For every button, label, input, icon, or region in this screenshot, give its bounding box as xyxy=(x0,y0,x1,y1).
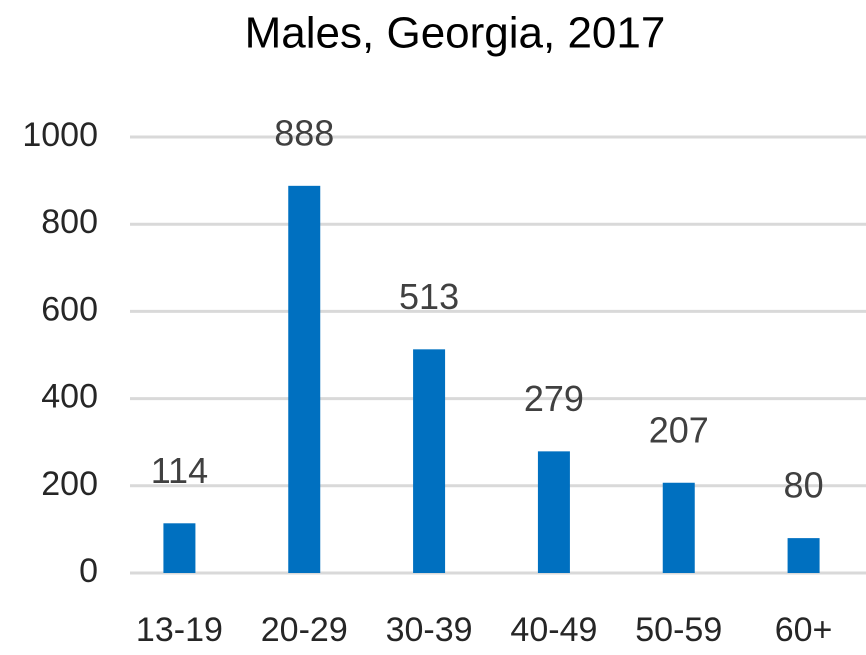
data-label: 207 xyxy=(649,409,709,450)
data-label: 279 xyxy=(524,378,584,419)
bar xyxy=(662,482,695,573)
x-tick-label: 40-49 xyxy=(510,611,597,649)
bar xyxy=(163,523,196,573)
x-tick-label: 50-59 xyxy=(635,611,722,649)
y-tick-label: 400 xyxy=(41,378,98,416)
chart-title: Males, Georgia, 2017 xyxy=(245,9,666,58)
y-tick-label: 800 xyxy=(41,203,98,241)
data-label: 114 xyxy=(151,450,208,491)
y-tick-label: 1000 xyxy=(22,116,98,154)
bar xyxy=(413,349,446,573)
y-tick-label: 0 xyxy=(79,552,98,590)
data-label: 513 xyxy=(399,276,459,317)
x-tick-label: 20-29 xyxy=(261,611,348,649)
bar xyxy=(787,538,820,573)
y-tick-label: 200 xyxy=(41,465,98,503)
x-tick-label: 13-19 xyxy=(136,611,223,649)
bar xyxy=(537,451,570,573)
x-tick-label: 60+ xyxy=(775,611,833,649)
y-tick-label: 600 xyxy=(41,290,98,328)
data-label: 80 xyxy=(784,465,824,506)
bar xyxy=(288,185,321,573)
x-tick-label: 30-39 xyxy=(386,611,473,649)
data-label: 888 xyxy=(274,112,334,153)
